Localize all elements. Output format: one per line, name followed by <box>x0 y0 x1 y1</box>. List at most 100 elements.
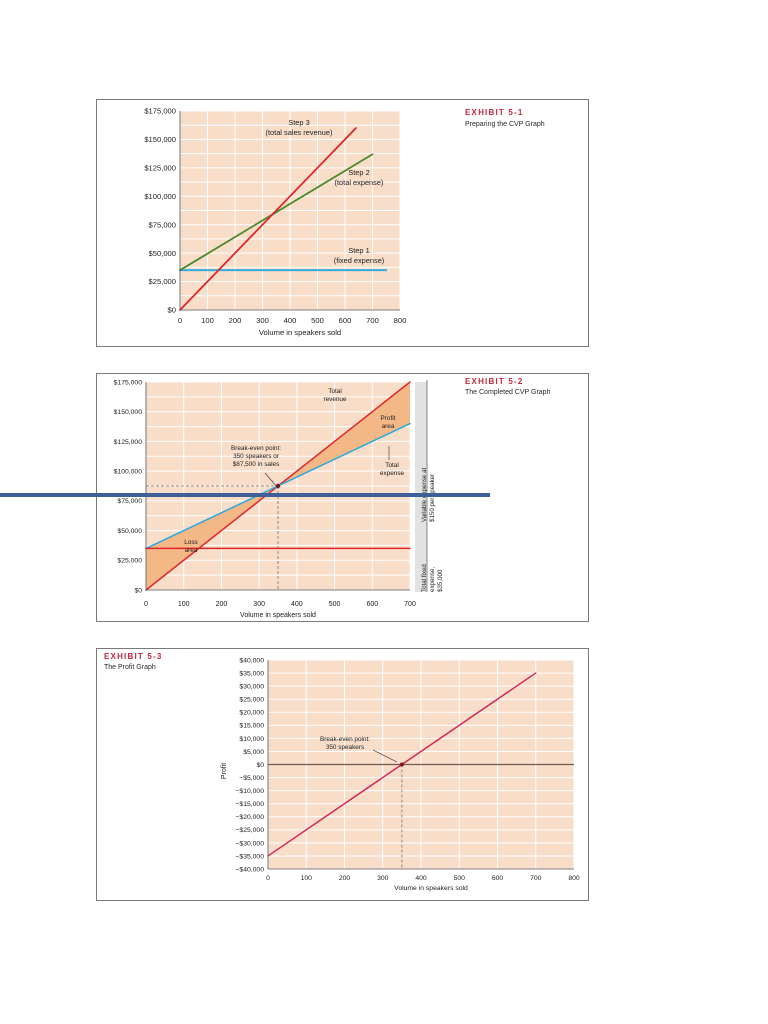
annotation-break-even-line-3: $87,500 in sales <box>233 461 280 468</box>
y-tick-label: $50,000 <box>149 249 176 258</box>
series-line-2 <box>179 153 374 272</box>
horizontal-rule-line <box>0 493 490 497</box>
y-tick-label: $175,000 <box>114 379 143 386</box>
break-even-point <box>399 762 404 767</box>
y-tick-label: $175,000 <box>144 107 176 116</box>
y-tick-label: $25,000 <box>239 697 264 704</box>
x-axis-label: Volume in speakers sold <box>394 885 468 892</box>
x-tick-label: 700 <box>530 875 542 882</box>
x-tick-label: 100 <box>301 875 313 882</box>
x-tick-label: 200 <box>339 875 351 882</box>
x-tick-label: 500 <box>311 316 324 325</box>
x-tick-label: 500 <box>454 875 466 882</box>
y-tick-label: $40,000 <box>239 657 264 664</box>
exhibit-5-1-title: EXHIBIT 5-1 <box>465 108 524 117</box>
exhibit-5-3-panel: $40,000 $35,000 $30,000 $25,000 $20,000 $15,0… <box>96 648 589 901</box>
fixed-expense-line-3: $35,000 <box>437 569 444 592</box>
annotation-step-3-line-2: (total sales revenue) <box>266 128 333 137</box>
annotation-loss-area-line-1: Loss <box>184 539 198 546</box>
x-tick-label: 300 <box>253 601 265 608</box>
fixed-expense-line-2: expense, <box>429 567 436 592</box>
exhibit-5-2-chart: $0 $25,000 $50,000 $75,000 $100,000 $125,000 $… <box>114 377 551 619</box>
x-tick-label: 800 <box>394 316 407 325</box>
x-axis-label: Volume in speakers sold <box>259 328 341 337</box>
exhibit-5-1-subtitle: Preparing the CVP Graph <box>465 121 545 128</box>
break-even-point <box>275 483 281 489</box>
y-tick-label: $10,000 <box>239 736 264 743</box>
x-tick-label: 400 <box>415 875 427 882</box>
annotation-step-3-line-1: Step 3 <box>288 118 309 127</box>
x-tick-label: 300 <box>256 316 269 325</box>
y-tick-label: $150,000 <box>114 409 143 416</box>
y-tick-label: $25,000 <box>117 558 142 565</box>
annotation-loss-area-line-2: area <box>185 547 198 554</box>
y-tick-label: $100,000 <box>114 469 143 476</box>
exhibit-5-1-chart: $0 $25,000 $50,000 $75,000 $100,000 $125,000 $… <box>144 107 545 337</box>
y-tick-label: $15,000 <box>239 723 264 730</box>
fixed-expense-line-1: Total fixed <box>421 564 428 592</box>
y-tick-label: $35,000 <box>239 670 264 677</box>
y-tick-label: −$20,000 <box>235 814 264 821</box>
y-tick-label: $75,000 <box>149 220 176 229</box>
x-tick-label: 200 <box>216 601 228 608</box>
x-tick-label: 700 <box>404 601 416 608</box>
break-even-pointer <box>264 472 278 488</box>
x-tick-label: 100 <box>201 316 214 325</box>
exhibit-5-3-chart: $40,000 $35,000 $30,000 $25,000 $20,000 $15,0… <box>104 652 580 892</box>
x-tick-label: 700 <box>366 316 379 325</box>
annotation-profit-area-line-2: area <box>382 423 395 430</box>
annotation-break-even-line-1: Break-even point: <box>320 736 370 743</box>
y-tick-label: $30,000 <box>239 684 264 691</box>
annotation-step-1-line-2: (fixed expense) <box>334 256 385 265</box>
x-axis-label: Volume in speakers sold <box>240 612 316 619</box>
annotation-break-even-line-1: Break-even point: <box>231 445 281 452</box>
series-line-3 <box>179 127 357 311</box>
y-tick-label: −$5,000 <box>239 775 264 782</box>
x-tick-label: 0 <box>178 316 182 325</box>
annotation-break-even-line-2: 350 speakers or <box>233 453 280 460</box>
exhibit-5-3-subtitle: The Profit Graph <box>104 664 156 671</box>
y-tick-label: −$35,000 <box>235 853 264 860</box>
y-tick-label: $125,000 <box>144 164 176 173</box>
variable-expense-line-2: $150 per speaker <box>429 474 436 522</box>
y-tick-label: −$10,000 <box>235 788 264 795</box>
x-tick-label: 400 <box>291 601 303 608</box>
y-tick-label: $100,000 <box>144 192 176 201</box>
fixed-expense-label: Total fixed expense, $35,000 <box>421 564 444 592</box>
y-tick-label: $75,000 <box>117 498 142 505</box>
x-tick-label: 200 <box>229 316 242 325</box>
annotation-total-revenue-line-1: Total <box>328 388 342 395</box>
y-tick-label: $0 <box>256 762 264 769</box>
x-tick-label: 0 <box>144 601 148 608</box>
annotation-step-2-line-1: Step 2 <box>348 168 369 177</box>
exhibit-5-1-panel: $0 $25,000 $50,000 $75,000 $100,000 $125,000 $… <box>96 99 589 347</box>
x-tick-label: 0 <box>266 875 270 882</box>
x-tick-label: 500 <box>329 601 341 608</box>
y-tick-label: $50,000 <box>117 528 142 535</box>
x-tick-label: 600 <box>492 875 504 882</box>
y-tick-label: $150,000 <box>144 135 176 144</box>
x-tick-label: 400 <box>284 316 297 325</box>
exhibit-5-3-title: EXHIBIT 5-3 <box>104 652 163 661</box>
y-tick-label: −$25,000 <box>235 827 264 834</box>
annotation-total-expense-line-2: expense <box>380 470 405 477</box>
y-tick-label: $20,000 <box>239 710 264 717</box>
y-axis-label-group: Profit <box>221 763 228 779</box>
annotation-profit-area-line-1: Profit <box>381 415 396 422</box>
y-tick-label: $25,000 <box>149 277 176 286</box>
x-tick-label: 800 <box>568 875 580 882</box>
break-even-pointer <box>372 749 398 763</box>
x-tick-label: 600 <box>339 316 352 325</box>
exhibit-5-2-panel: $0 $25,000 $50,000 $75,000 $100,000 $125,000 $… <box>96 373 589 622</box>
x-tick-label: 600 <box>366 601 378 608</box>
y-axis-label: Profit <box>221 763 228 779</box>
y-tick-label: $0 <box>134 587 142 594</box>
y-tick-label: $0 <box>168 306 176 315</box>
annotation-step-2-line-2: (total expense) <box>335 178 384 187</box>
annotation-total-expense-line-1: Total <box>385 462 399 469</box>
y-tick-label: $125,000 <box>114 439 143 446</box>
exhibit-5-2-title: EXHIBIT 5-2 <box>465 377 524 386</box>
annotation-step-1-line-1: Step 1 <box>348 246 369 255</box>
annotation-total-revenue-line-2: revenue <box>323 396 347 403</box>
y-tick-label: −$15,000 <box>235 801 264 808</box>
